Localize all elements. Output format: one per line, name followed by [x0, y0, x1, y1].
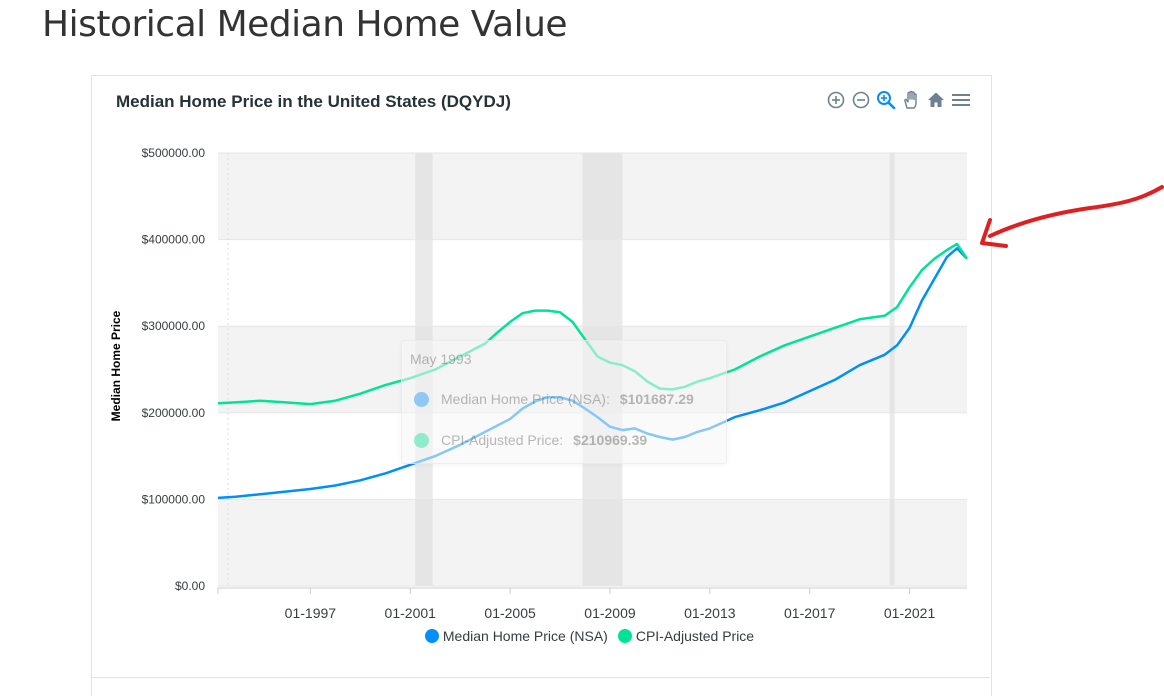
- tooltip-marker-nsa: [414, 391, 429, 407]
- chart-legend: Median Home Price (NSA) CPI-Adjusted Pri…: [0, 628, 1164, 644]
- menu-icon[interactable]: [951, 90, 971, 110]
- legend-label-nsa: Median Home Price (NSA): [442, 628, 608, 644]
- x-tick-label: 01-2021: [884, 605, 936, 621]
- y-tick-label: $300000.00: [142, 319, 206, 333]
- tooltip-value-cpi: $210969.39: [573, 432, 648, 448]
- zoom-out-icon[interactable]: [851, 90, 871, 110]
- tooltip-label-nsa: Median Home Price (NSA):: [441, 391, 610, 407]
- x-tick-label: 01-2009: [584, 605, 636, 621]
- chart-toolbar: [826, 90, 971, 110]
- chart-tooltip: May 1993 Median Home Price (NSA): $10168…: [401, 340, 727, 464]
- x-tick-label: 01-2001: [385, 605, 437, 621]
- x-tick-label: 01-1997: [285, 605, 337, 621]
- card-footer-divider: [91, 677, 990, 678]
- tooltip-value-nsa: $101687.29: [619, 391, 694, 407]
- legend-label-cpi: CPI-Adjusted Price: [635, 628, 755, 644]
- pan-icon[interactable]: [901, 90, 921, 110]
- tooltip-label-cpi: CPI-Adjusted Price:: [441, 432, 564, 448]
- chart-title: Median Home Price in the United States (…: [116, 92, 511, 111]
- page-heading: Historical Median Home Value: [42, 4, 568, 45]
- reset-zoom-icon[interactable]: [926, 90, 946, 110]
- selection-zoom-icon[interactable]: [876, 90, 896, 110]
- tooltip-row-cpi: CPI-Adjusted Price: $210969.39: [414, 432, 647, 448]
- legend-marker-cpi: [617, 629, 632, 643]
- x-tick-label: 01-2005: [484, 605, 536, 621]
- y-axis-title: Median Home Price: [109, 310, 123, 421]
- tooltip-title: May 1993: [410, 351, 472, 367]
- y-tick-label: $500000.00: [142, 146, 206, 160]
- tooltip-row-nsa: Median Home Price (NSA): $101687.29: [414, 391, 694, 407]
- tooltip-marker-cpi: [414, 432, 429, 448]
- legend-item-nsa[interactable]: Median Home Price (NSA): [424, 628, 608, 644]
- y-tick-label: $200000.00: [142, 406, 206, 420]
- legend-marker-nsa: [424, 629, 439, 643]
- y-tick-label: $400000.00: [142, 233, 206, 247]
- y-tick-label: $0.00: [175, 579, 205, 593]
- zoom-in-icon[interactable]: [826, 90, 846, 110]
- legend-item-cpi[interactable]: CPI-Adjusted Price: [617, 628, 755, 644]
- x-tick-label: 01-2013: [684, 605, 736, 621]
- y-tick-label: $100000.00: [142, 492, 206, 506]
- recession-band: [889, 153, 895, 586]
- annotation-arrow: [980, 185, 1164, 248]
- x-tick-label: 01-2017: [784, 605, 836, 621]
